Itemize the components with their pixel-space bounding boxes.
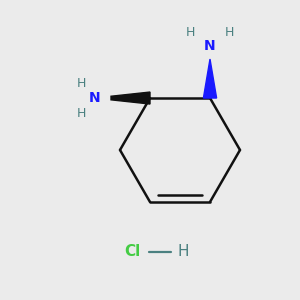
Text: N: N [204,38,216,52]
Polygon shape [111,92,150,104]
Text: H: H [225,26,234,38]
Polygon shape [203,59,217,98]
Text: Cl: Cl [124,244,140,260]
Text: N: N [89,91,100,105]
Text: H: H [76,106,86,119]
Text: H: H [76,76,86,89]
Text: H: H [186,26,195,38]
Text: H: H [177,244,189,260]
